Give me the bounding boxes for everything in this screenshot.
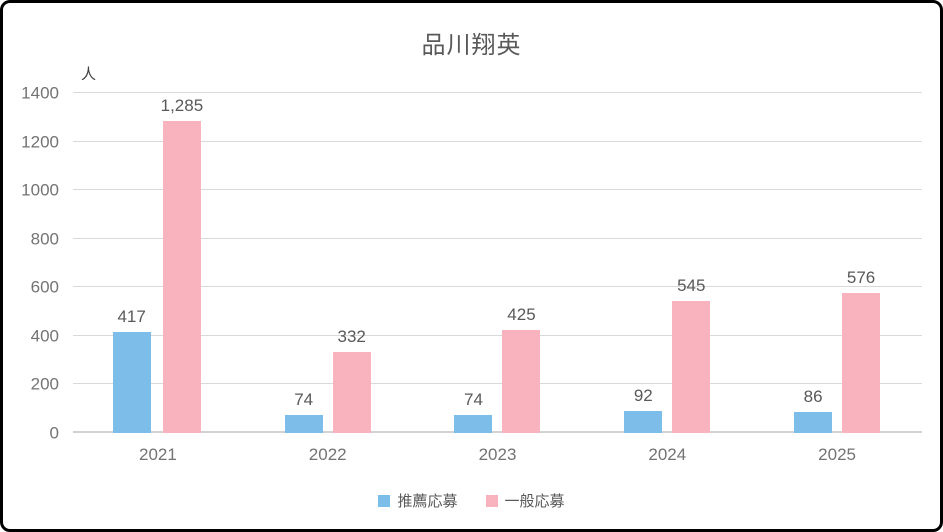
y-axis-tick-label: 600 (30, 277, 59, 297)
bar (794, 412, 833, 433)
bar-column: 425 (502, 93, 541, 433)
bar (624, 411, 663, 433)
legend-label: 一般応募 (504, 493, 565, 510)
gridline (73, 92, 922, 93)
bar-group: 86 576 (752, 93, 922, 433)
y-axis-tick-label: 1000 (21, 180, 59, 200)
gridline (73, 141, 922, 142)
bar (454, 415, 493, 433)
gridline (73, 238, 922, 239)
gridline (73, 335, 922, 336)
y-axis-tick-label: 0 (49, 423, 59, 443)
y-axis-unit-label: 人 (81, 66, 97, 83)
bar-value-label: 74 (294, 390, 314, 409)
bar-column: 576 (842, 93, 881, 433)
bar-value-label: 332 (337, 327, 366, 346)
bar (672, 301, 711, 433)
y-axis-tick-label: 1400 (21, 83, 59, 103)
legend: 推薦応募 一般応募 (3, 490, 940, 511)
y-axis-tick-label: 400 (30, 326, 59, 346)
gridline (73, 286, 922, 287)
bar (502, 330, 541, 433)
bar-group: 92 545 (582, 93, 752, 433)
y-axis-tick-label: 800 (30, 229, 59, 249)
bar-group: 74 332 (243, 93, 413, 433)
legend-item: 一般応募 (485, 490, 565, 511)
bar-value-label: 576 (846, 268, 876, 287)
x-axis-tick-label: 2025 (818, 445, 856, 464)
bar-group: 74 425 (413, 93, 583, 433)
bar-column: 332 (332, 93, 371, 433)
legend-swatch (378, 494, 391, 507)
x-axis-tick-labels: 2021 2022 2023 2024 2025 (73, 445, 922, 465)
bar-value-label: 425 (507, 305, 536, 324)
bar-value-label: 92 (633, 386, 653, 405)
bar-column: 417 (112, 93, 151, 433)
x-axis-tick-label: 2021 (138, 445, 177, 464)
gridline (73, 189, 922, 190)
x-axis-tick-label: 2022 (308, 445, 347, 464)
plot-area: 417 1,285 74 332 74 425 92 545 86 576 (73, 92, 922, 433)
bar (162, 121, 201, 433)
gridlines (73, 92, 922, 433)
bar-column: 545 (672, 93, 711, 433)
x-axis-tick-label: 2024 (648, 445, 687, 464)
bar-column: 74 (284, 93, 323, 433)
y-axis-tick-label: 1200 (21, 132, 59, 152)
bar (112, 332, 151, 433)
bar-column: 1,285 (160, 93, 204, 433)
bar-column: 74 (454, 93, 493, 433)
x-axis-line (73, 431, 922, 433)
bar-column: 86 (794, 93, 833, 433)
gridline (73, 383, 922, 384)
legend-swatch (485, 494, 498, 507)
bar-group: 417 1,285 (73, 93, 243, 433)
legend-label: 推薦応募 (397, 493, 458, 510)
y-axis-tick-label: 200 (30, 374, 59, 394)
bar-value-label: 1,285 (160, 96, 204, 115)
x-axis-tick-label: 2023 (478, 445, 517, 464)
bar-value-label: 86 (803, 387, 823, 406)
legend-item: 推薦応募 (378, 490, 458, 511)
bar (842, 293, 881, 433)
bar (332, 352, 371, 433)
bar-value-label: 74 (464, 390, 483, 409)
bar-value-label: 545 (677, 276, 706, 295)
y-axis-tick-labels: 0 200 400 600 800 1000 1200 1400 (3, 85, 59, 442)
chart-title: 品川翔英 (421, 32, 522, 59)
bar (284, 415, 323, 433)
bar-groups: 417 1,285 74 332 74 425 92 545 86 576 (73, 93, 922, 433)
bar-value-label: 417 (117, 307, 146, 326)
bar-column: 92 (624, 93, 663, 433)
